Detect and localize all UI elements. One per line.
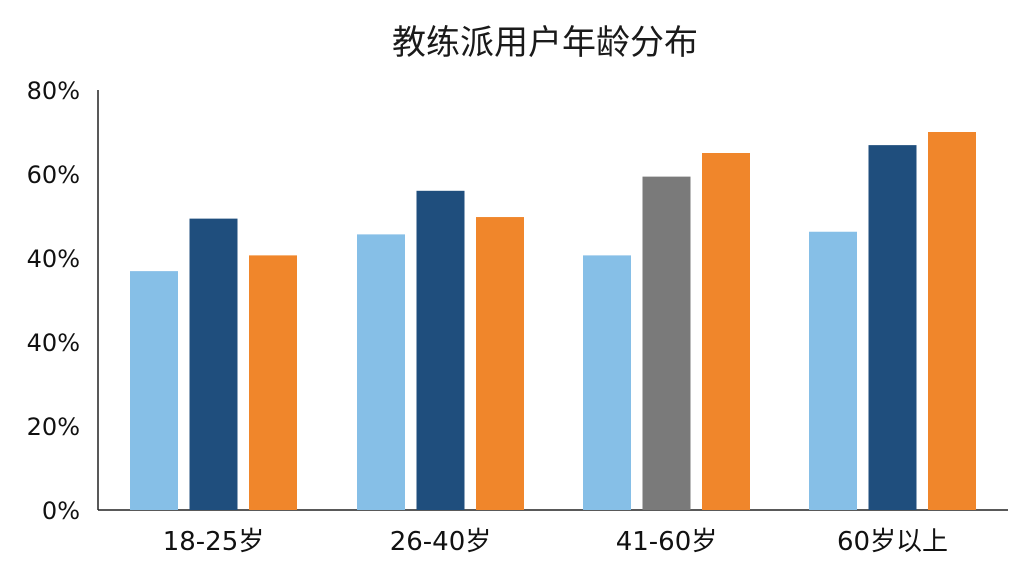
bar	[809, 231, 857, 510]
bar	[249, 255, 297, 510]
y-tick-label: 40%	[27, 329, 80, 357]
x-category-label: 41-60岁	[616, 527, 718, 557]
bar	[702, 153, 750, 510]
x-category-label: 60岁以上	[837, 527, 948, 557]
bar	[416, 190, 465, 511]
bar	[583, 255, 631, 510]
x-category-label: 26-40岁	[390, 527, 492, 557]
y-tick-label: 80%	[27, 77, 80, 105]
y-tick-label: 20%	[27, 413, 80, 441]
bar	[189, 218, 238, 510]
y-tick-label: 40%	[27, 245, 80, 273]
bar	[642, 176, 691, 510]
bar	[130, 271, 178, 510]
chart-title: 教练派用户年龄分布	[392, 23, 698, 63]
bar	[928, 132, 976, 510]
y-tick-label: 60%	[27, 161, 80, 189]
bar	[868, 145, 917, 510]
x-category-label: 18-25岁	[163, 527, 265, 557]
bar	[476, 217, 524, 511]
bar	[357, 234, 405, 510]
y-tick-label: 0%	[42, 497, 80, 525]
